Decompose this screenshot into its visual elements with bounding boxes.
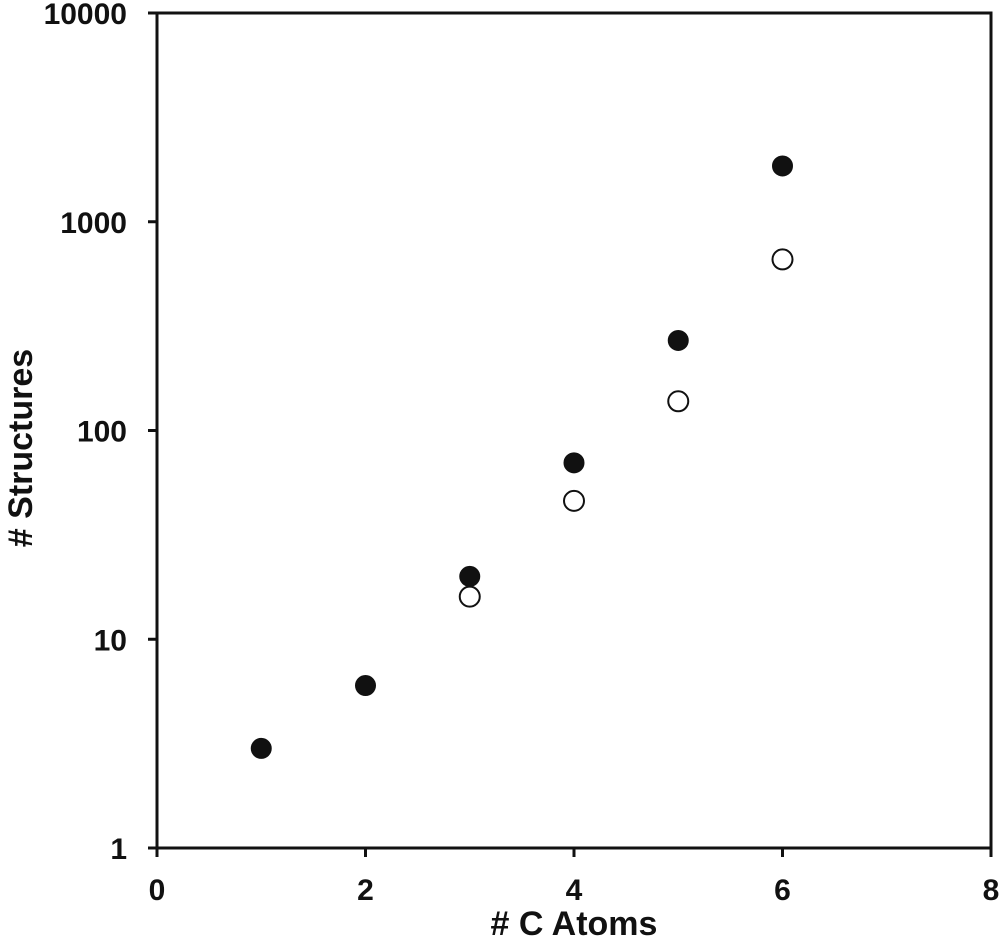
filled-data-point [250,737,272,759]
y-tick-label: 100 [77,416,127,449]
y-tick-label: 10 [94,624,127,657]
open-data-point [563,489,585,512]
x-tick-label: 0 [149,874,166,907]
y-tick-label: 1 [110,833,127,866]
plot-area-frame [155,11,993,850]
x-axis-title: # C Atoms [491,905,658,939]
filled-data-point [355,675,376,697]
data-points [250,155,794,759]
open-data-point [458,585,481,608]
x-tick-label: 2 [357,874,374,907]
y-tick-label: 1000 [60,207,127,240]
x-axis-ticks: 0 2 4 6 8 [149,848,1000,907]
open-data-point [667,390,690,413]
filled-data-point [459,565,481,587]
y-axis-ticks: 1 10 100 1000 10000 [44,0,157,866]
x-tick-label: 4 [566,874,583,907]
y-tick-label: 10000 [44,0,127,31]
filled-data-point [772,155,793,177]
x-tick-label: 8 [983,874,1000,907]
open-data-point [771,248,794,271]
filled-data-point [667,329,689,351]
filled-data-point [563,452,585,474]
x-tick-label: 6 [774,874,791,907]
y-axis-title: # Structures [2,349,40,547]
